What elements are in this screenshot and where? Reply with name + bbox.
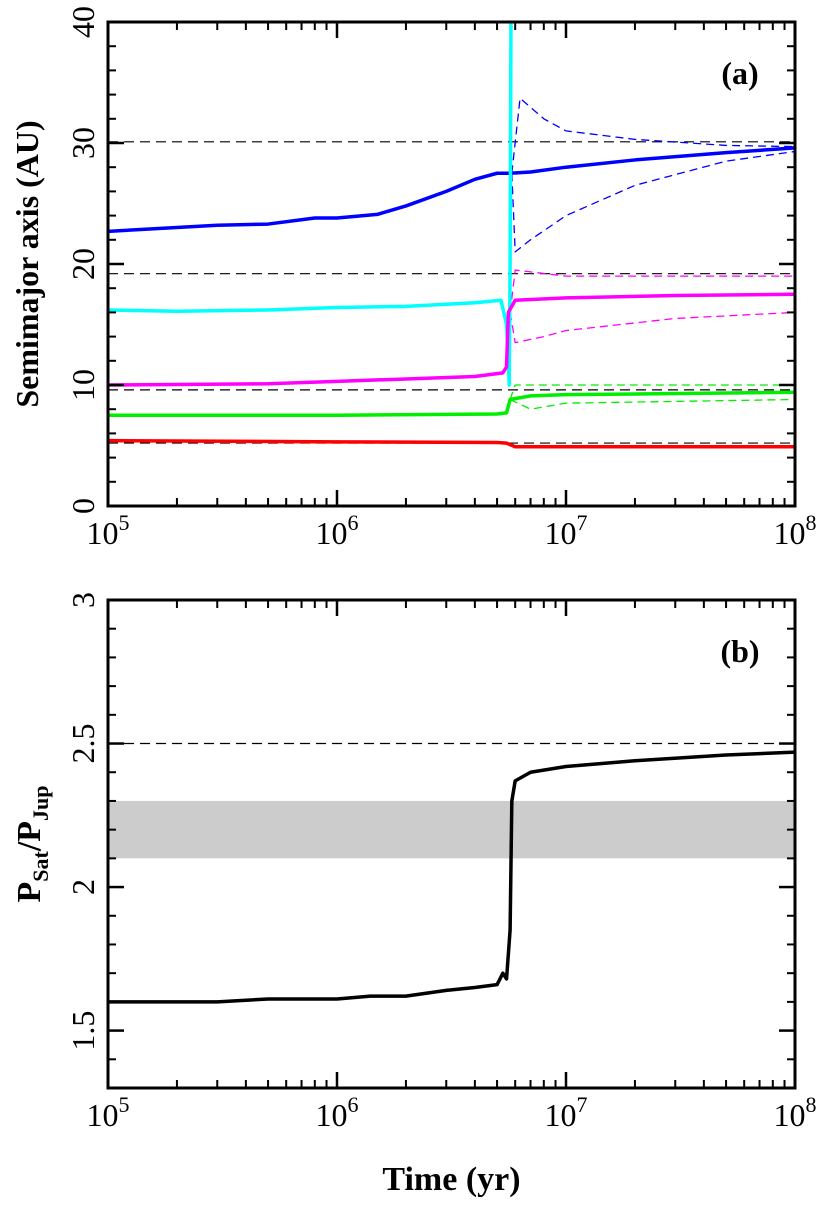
panel-annotation: (a) [721, 55, 758, 91]
x-tick-base: 10 [316, 1097, 348, 1133]
shaded-band [108, 800, 795, 859]
x-tick-label: 105 [87, 1092, 130, 1133]
data-line [108, 438, 795, 449]
data-line [511, 97, 795, 174]
data-line [511, 150, 795, 253]
x-tick-exponent: 6 [348, 1092, 359, 1117]
data-line [509, 384, 795, 400]
x-tick-exponent: 8 [806, 510, 817, 535]
data-line [108, 146, 795, 234]
data-line [509, 269, 795, 313]
y-tick-label: 0 [65, 498, 101, 514]
y-label-part: P [11, 882, 48, 903]
x-tick-exponent: 8 [806, 1092, 817, 1117]
x-tick-exponent: 7 [577, 510, 588, 535]
x-tick-label: 107 [545, 510, 588, 551]
data-line [509, 398, 795, 410]
x-tick-exponent: 5 [119, 510, 130, 535]
x-tick-base: 10 [87, 515, 119, 551]
data-line [108, 750, 795, 1004]
y-label-sub: Jup [28, 785, 53, 820]
plot-area [108, 742, 795, 1004]
y-tick-label: 10 [65, 369, 101, 401]
panel-annotation: (b) [720, 633, 759, 669]
y-tick-label: 2 [65, 879, 101, 895]
x-tick-base: 10 [774, 515, 806, 551]
data-line [509, 311, 795, 344]
x-tick-label: 108 [774, 510, 817, 551]
x-tick-base: 10 [316, 515, 348, 551]
x-tick-base: 10 [87, 1097, 119, 1133]
y-label-sub: Sat [28, 851, 53, 882]
x-tick-base: 10 [774, 1097, 806, 1133]
y-tick-label: 30 [65, 127, 101, 159]
y-tick-label: 20 [65, 248, 101, 280]
data-line [108, 22, 513, 387]
x-tick-base: 10 [545, 1097, 577, 1133]
x-tick-exponent: 5 [119, 1092, 130, 1117]
x-axis-label: Time (yr) [382, 1161, 520, 1198]
x-tick-label: 107 [545, 1092, 588, 1133]
x-tick-exponent: 7 [577, 1092, 588, 1117]
y-tick-label: 40 [65, 6, 101, 38]
x-tick-label: 106 [316, 510, 359, 551]
y-axis-label: Semimajor axis (AU) [9, 120, 45, 407]
data-line [108, 292, 795, 387]
x-tick-label: 105 [87, 510, 130, 551]
x-tick-exponent: 6 [348, 510, 359, 535]
y-tick-label: 3 [65, 592, 101, 608]
y-tick-label: 2.5 [65, 724, 101, 764]
y-axis-label: PSat/PJup [11, 785, 53, 902]
data-line [108, 390, 795, 417]
plot-frame [106, 598, 797, 1090]
x-tick-base: 10 [545, 515, 577, 551]
x-tick-label: 106 [316, 1092, 359, 1133]
y-tick-label: 1.5 [65, 1011, 101, 1051]
plot-frame [106, 20, 797, 508]
y-label-part: /P [11, 821, 48, 852]
plot-area [108, 22, 795, 449]
x-tick-label: 108 [774, 1092, 817, 1133]
